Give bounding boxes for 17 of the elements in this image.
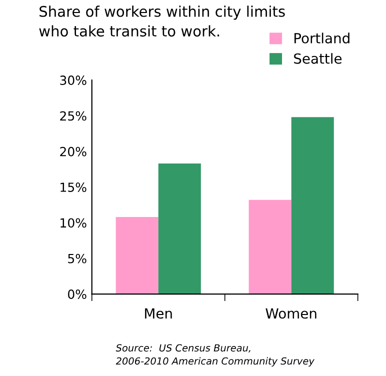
bar [158, 164, 201, 294]
y-tick-label: 0% [68, 290, 86, 299]
chart-title: Share of workers within city limits who take transit to work. [39, 6, 285, 37]
x-tick-label: Men [145, 308, 172, 319]
x-tick-label: Women [266, 308, 316, 319]
y-tick-label: 15% [60, 182, 86, 192]
bar [248, 200, 292, 294]
y-tick-label: 5% [68, 254, 86, 264]
legend-label: Portland [294, 32, 350, 44]
bar [116, 217, 158, 294]
y-tick-label: 30% [60, 76, 86, 86]
y-tick-label: 20% [60, 146, 86, 156]
bar [291, 117, 334, 294]
y-tick-label: 25% [60, 111, 86, 121]
legend-label: Seattle [294, 53, 342, 64]
y-tick-label: 10% [60, 218, 86, 228]
source-note: Source: US Census Bureau, 2006-2010 American Community Survey [116, 344, 315, 367]
